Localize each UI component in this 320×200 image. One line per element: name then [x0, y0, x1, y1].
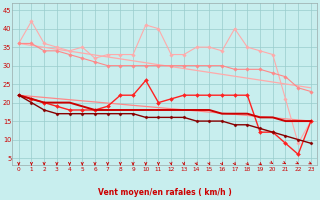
X-axis label: Vent moyen/en rafales ( km/h ): Vent moyen/en rafales ( km/h ): [98, 188, 232, 197]
